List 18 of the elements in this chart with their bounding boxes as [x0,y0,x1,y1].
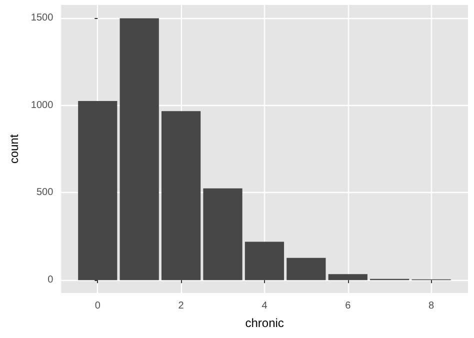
x-tick-label: 4 [262,300,268,312]
bar [78,100,118,280]
bar [244,242,284,280]
x-tick-label: 0 [94,300,101,312]
x-tick-label: 2 [178,300,184,312]
x-axis-title: chronic [245,316,284,330]
y-tick-label: 500 [36,187,54,198]
y-tick-label: 1500 [30,12,54,24]
bar [328,274,368,280]
bar [286,258,326,280]
x-tick-label: 8 [428,300,435,312]
y-axis-title: count [7,134,21,164]
y-tick-label: 0 [48,274,54,286]
bar [161,111,201,280]
bar [120,18,159,280]
x-tick-label: 6 [345,300,352,312]
y-tick-label: 1000 [30,100,54,111]
bar [203,188,242,280]
